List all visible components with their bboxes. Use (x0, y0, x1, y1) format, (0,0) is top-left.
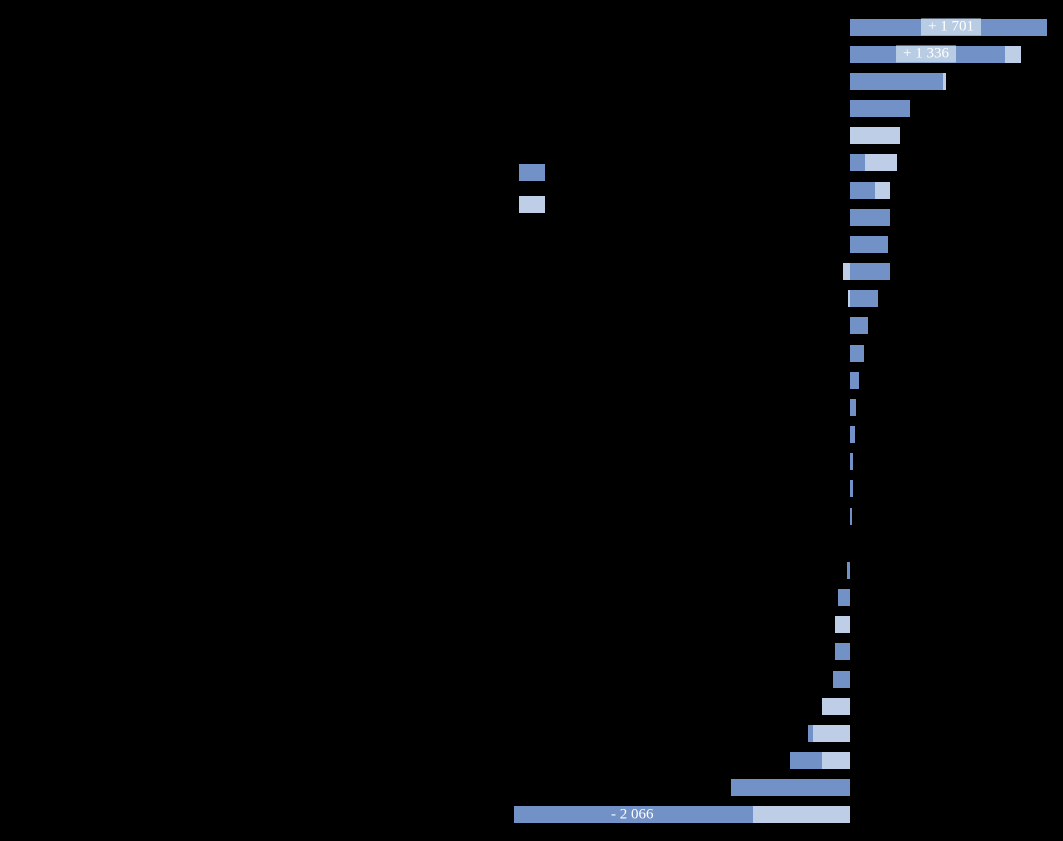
data-label: + 1 336 (896, 45, 956, 63)
bar-segment (850, 453, 853, 471)
bar-segment (731, 779, 850, 797)
bar-segment (838, 589, 850, 607)
data-label: - 2 066 (611, 806, 654, 823)
bar-segment (1004, 45, 1021, 63)
bar-segment (834, 616, 850, 634)
bar-segment (753, 806, 850, 824)
bar-segment (850, 290, 878, 308)
data-label: + 1 701 (921, 18, 981, 36)
bar-segment (850, 235, 888, 253)
legend-swatch-light (519, 196, 545, 213)
bar-segment (848, 290, 850, 308)
bar-segment (513, 806, 753, 824)
bar-segment (850, 263, 890, 280)
bar-segment (833, 670, 850, 688)
bar-segment (834, 643, 850, 661)
bar-segment (850, 181, 875, 199)
bar-segment (850, 426, 855, 444)
bar-segment (943, 72, 947, 90)
bar-segment (850, 317, 868, 335)
bar-segment (843, 263, 850, 280)
bar-segment (850, 480, 853, 498)
bar-segment (850, 127, 900, 145)
bar-segment (850, 344, 864, 362)
bar-segment (865, 154, 897, 172)
bar-segment (850, 507, 852, 525)
bar-segment (850, 100, 910, 117)
bar-segment (790, 752, 822, 770)
bar-segment (822, 697, 850, 715)
bar-segment (850, 398, 856, 416)
bar-segment (875, 181, 890, 199)
bar-segment (850, 371, 859, 389)
bar-segment (808, 724, 813, 742)
bar-segment (850, 208, 890, 226)
legend-swatch-dark (519, 164, 545, 181)
bar-segment (822, 752, 850, 770)
bar-segment (850, 154, 866, 172)
bar-segment (850, 72, 943, 90)
bar-segment (812, 724, 850, 742)
bar-segment (847, 561, 850, 579)
